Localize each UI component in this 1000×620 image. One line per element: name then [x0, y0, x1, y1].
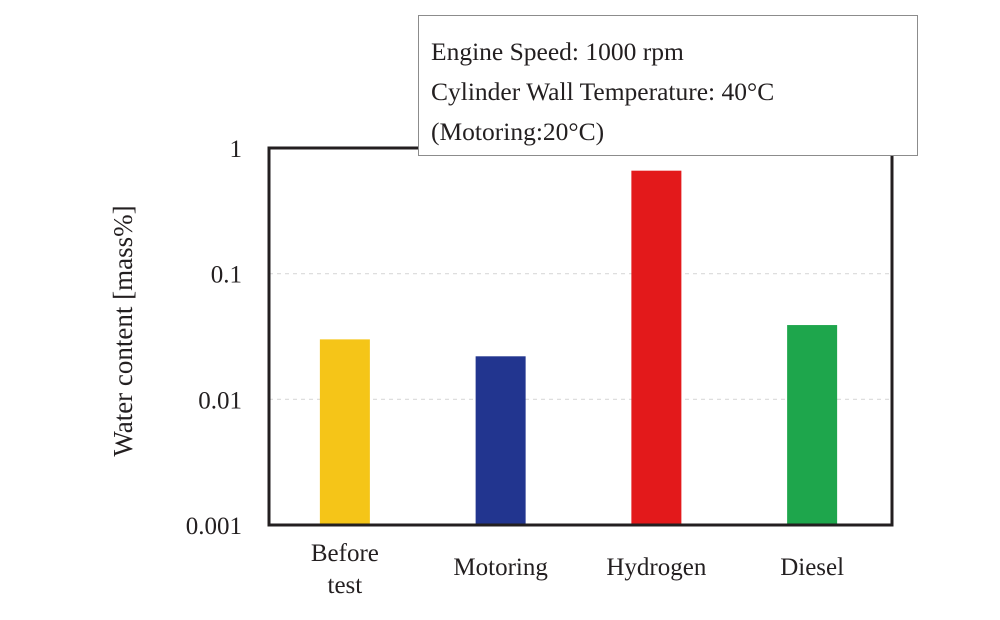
x-tick-label: Before test [311, 540, 379, 599]
bar-diesel [787, 325, 838, 525]
x-tick-label: Motoring [453, 554, 548, 581]
conditions-annotation: Engine Speed: 1000 rpm Cylinder Wall Tem… [418, 15, 918, 156]
x-tick-label: Hydrogen [606, 554, 706, 581]
bar-motoring [475, 356, 526, 525]
y-tick-label: 1 [230, 136, 243, 163]
bar-hydrogen [631, 170, 682, 525]
y-tick-label: 0.1 [211, 262, 242, 289]
annotation-line-wall-temperature: Cylinder Wall Temperature: 40°C [431, 77, 775, 106]
annotation-line-motoring: (Motoring:20°C) [431, 117, 605, 146]
y-tick-label: 0.01 [198, 387, 242, 414]
y-tick-label: 0.001 [186, 513, 242, 540]
bars [319, 170, 838, 525]
y-tick-labels: 1 0.1 0.01 0.001 [186, 136, 242, 540]
y-axis-title: Water content [mass%] [108, 205, 138, 456]
x-tick-label: Diesel [780, 554, 844, 581]
bar-before-test [319, 339, 370, 525]
x-tick-labels: Before test Motoring Hydrogen Diesel [311, 540, 844, 599]
annotation-line-engine-speed: Engine Speed: 1000 rpm [431, 37, 684, 66]
